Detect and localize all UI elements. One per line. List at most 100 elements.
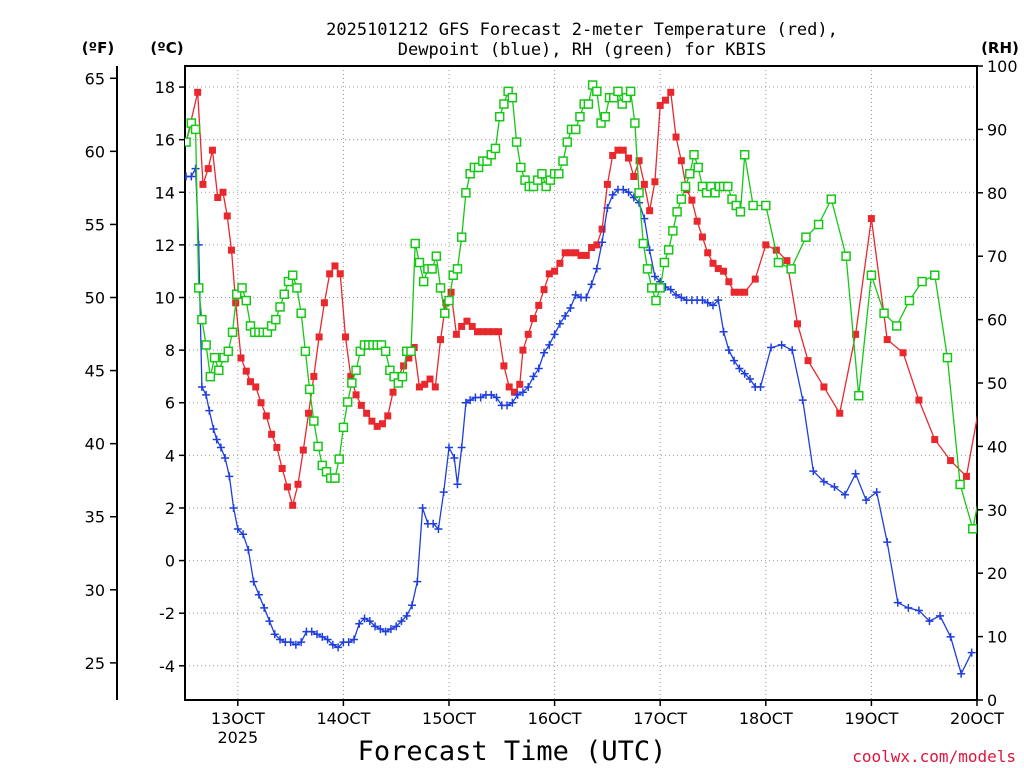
- rh-point: [672, 207, 682, 217]
- x-tick-label: 14OCT: [316, 709, 370, 728]
- series-rh: [185, 80, 989, 534]
- temperature-point: [516, 380, 524, 388]
- rh-point: [801, 232, 811, 242]
- dewpoint-point: [524, 382, 533, 391]
- fahrenheit-tick-label: 30: [85, 581, 105, 600]
- rh-tick-label: 0: [987, 691, 997, 710]
- temperature-point: [257, 399, 265, 407]
- dewpoint-point: [788, 346, 797, 355]
- dewpoint-point: [582, 293, 591, 302]
- dewpoint-point: [936, 611, 945, 620]
- temperature-point: [500, 362, 508, 370]
- temperature-point: [463, 317, 471, 325]
- dewpoint-point: [619, 185, 628, 194]
- dewpoint-point: [450, 453, 459, 462]
- x-tick-label: 16OCT: [528, 709, 582, 728]
- rh-tick-label: 20: [987, 564, 1007, 583]
- chart-title-line-1: 2025101212 GFS Forecast 2-meter Temperat…: [326, 20, 838, 40]
- rh-point: [193, 283, 204, 293]
- dewpoint-point: [376, 624, 385, 633]
- rh-point: [981, 461, 989, 469]
- temperature-point: [561, 249, 569, 257]
- temperature-point: [452, 330, 460, 338]
- rh-point: [562, 137, 573, 147]
- chart-title-line-2: Dewpoint (blue), RH (green) for KBIS: [398, 40, 766, 60]
- dewpoint-point: [756, 382, 765, 391]
- temperature-point: [289, 501, 297, 509]
- temperature-point: [577, 251, 585, 259]
- rh-point: [647, 283, 657, 293]
- dewpoint-point: [457, 443, 466, 452]
- rh-point: [735, 207, 746, 217]
- rh-point: [440, 308, 450, 319]
- dewpoint-point: [545, 340, 554, 349]
- dewpoint-point: [571, 290, 580, 299]
- rh-point: [904, 295, 915, 306]
- dewpoint-point: [587, 280, 596, 289]
- temperature-point: [352, 391, 360, 399]
- rh-point: [680, 181, 691, 192]
- temperature-point: [714, 265, 722, 273]
- temperature-point: [214, 194, 222, 202]
- temperature-point: [273, 443, 281, 451]
- dewpoint-point: [445, 443, 453, 452]
- rh-point: [826, 194, 837, 204]
- rh-point: [296, 308, 306, 319]
- fahrenheit-tick-label: 55: [85, 215, 105, 234]
- dewpoint-point: [529, 372, 538, 381]
- fahrenheit-tick-label: 35: [85, 508, 105, 527]
- dewpoint-point: [561, 311, 570, 320]
- dewpoint-point: [187, 172, 196, 181]
- temperature-point: [519, 346, 527, 354]
- dewpoint-point: [239, 530, 248, 539]
- temperature-point: [693, 217, 701, 225]
- temperature-point: [656, 101, 664, 109]
- temperature-point: [326, 270, 334, 278]
- rh-point: [231, 289, 242, 299]
- x-tick-label: 19OCT: [844, 709, 898, 728]
- dewpoint-point: [453, 480, 462, 489]
- dewpoint-point: [328, 640, 337, 649]
- rh-point: [786, 264, 796, 274]
- rh-point: [185, 137, 191, 147]
- series-layer: [185, 80, 989, 678]
- temperature-point: [630, 172, 638, 180]
- dewpoint-point: [216, 443, 225, 452]
- celsius-tick-label: 2: [165, 499, 175, 518]
- dewpoint-point: [365, 617, 374, 626]
- dewpoint-point: [672, 290, 681, 299]
- dewpoint-point: [260, 603, 269, 612]
- dewpoint-point: [434, 525, 443, 534]
- rh-point: [418, 276, 429, 287]
- temperature-point: [667, 88, 675, 96]
- unit-rh: (RH): [981, 39, 1019, 57]
- celsius-tick-label: 16: [155, 131, 175, 150]
- temperature-point: [223, 212, 231, 220]
- temperature-point: [566, 249, 574, 257]
- temperature-point: [320, 299, 328, 307]
- dewpoint-point: [598, 238, 607, 247]
- rh-point: [613, 86, 623, 97]
- temperature-point: [899, 349, 907, 357]
- dewpoint-point: [508, 398, 517, 407]
- temperature-point: [447, 288, 455, 296]
- temperature-point: [278, 464, 286, 472]
- temperature-point: [962, 472, 970, 480]
- dewpoint-point: [413, 577, 422, 586]
- temperature-point: [347, 372, 355, 380]
- dewpoint-point: [286, 638, 295, 647]
- rh-point: [380, 346, 391, 357]
- celsius-tick-label: 10: [155, 289, 175, 308]
- temperature-point: [609, 151, 617, 159]
- rh-point: [461, 188, 471, 198]
- temperature-point: [545, 270, 553, 278]
- rh-point: [490, 143, 501, 154]
- rh-point: [761, 200, 771, 211]
- x-tick-label: 13OCT: [211, 709, 265, 728]
- rh-tick-label: 40: [987, 437, 1007, 456]
- rh-point: [410, 238, 420, 249]
- dewpoint-point: [650, 272, 659, 281]
- temperature-point: [677, 157, 685, 165]
- temperature-point: [603, 180, 611, 188]
- dewpoint-point: [307, 627, 316, 636]
